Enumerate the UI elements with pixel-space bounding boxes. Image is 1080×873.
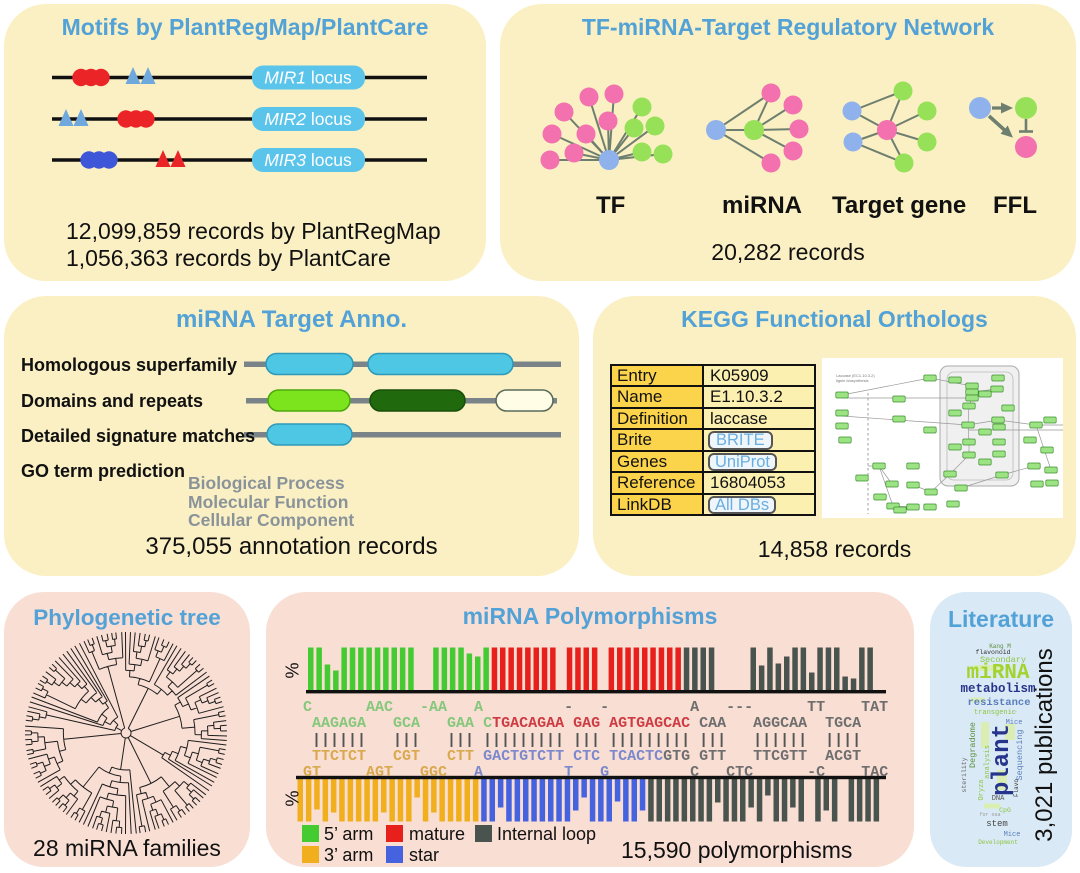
svg-text:sterility: sterility — [961, 757, 968, 792]
svg-text:Secondary: Secondary — [980, 655, 1026, 665]
svg-text:plant: plant — [989, 724, 1016, 796]
svg-text:stem: stem — [986, 819, 1008, 829]
svg-text:Development: Development — [978, 839, 1018, 846]
svg-text:Laccase (EC1.10.3.2): Laccase (EC1.10.3.2) — [836, 373, 875, 378]
svg-text:for osa: for osa — [979, 812, 1000, 818]
svg-text:metabolism: metabolism — [960, 682, 1036, 696]
svg-text:Mice: Mice — [1004, 831, 1021, 839]
svg-text:miRNA: miRNA — [966, 662, 1029, 685]
svg-text:analysis: analysis — [984, 745, 992, 779]
svg-text:Degradome: Degradome — [968, 722, 978, 768]
svg-text:MIR1 locus: MIR1 locus — [264, 68, 352, 88]
svg-text:Kang M: Kang M — [989, 643, 1011, 650]
svg-text:Mice: Mice — [1006, 719, 1023, 727]
svg-text:Oryza: Oryza — [978, 779, 986, 800]
svg-text:CpG: CpG — [999, 807, 1011, 814]
svg-text:MIR2 locus: MIR2 locus — [264, 109, 352, 129]
svg-text:flavonoid: flavonoid — [975, 649, 1010, 656]
svg-text:...: ... — [980, 654, 989, 660]
svg-text:transgenic: transgenic — [974, 709, 1016, 717]
svg-text:lignin biosynthesis: lignin biosynthesis — [836, 378, 868, 383]
svg-text:DNA: DNA — [992, 795, 1005, 803]
svg-text:MIR3 locus: MIR3 locus — [264, 150, 352, 170]
svg-text:resistance: resistance — [967, 697, 1030, 709]
svg-text:Sequencing: Sequencing — [1015, 729, 1025, 780]
svg-text:Flavo: Flavo — [1013, 779, 1020, 797]
svg-text:...: ... — [1008, 708, 1017, 714]
